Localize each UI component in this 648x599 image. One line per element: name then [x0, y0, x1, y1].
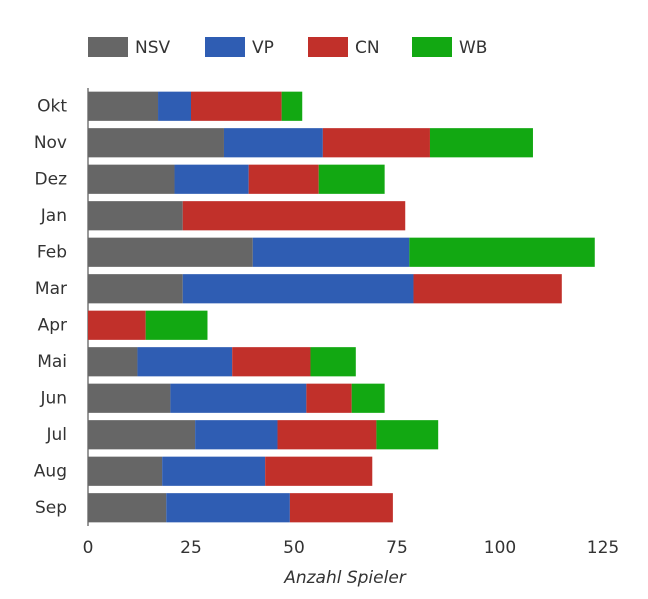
bar-segment — [88, 347, 138, 377]
bar-segment — [351, 383, 385, 413]
bar-segment — [182, 274, 414, 304]
legend-label: NSV — [135, 38, 171, 58]
bar-segment — [145, 310, 208, 340]
bar-segment — [88, 274, 183, 304]
bar-segment — [88, 201, 183, 231]
bar-segment — [277, 420, 377, 450]
bar-segment — [429, 128, 533, 158]
bar-segment — [318, 164, 385, 194]
bar-segment — [162, 456, 266, 486]
bar-segment — [252, 237, 410, 267]
bar-segment — [137, 347, 233, 377]
bar-segment — [281, 91, 303, 121]
bar-segment — [174, 164, 249, 194]
x-tick-label: 25 — [180, 538, 202, 558]
legend-label: CN — [355, 38, 380, 58]
bar-segment — [248, 164, 319, 194]
legend-label: WB — [459, 38, 487, 58]
y-tick-label: Aug — [34, 461, 67, 481]
y-tick-label: Okt — [37, 96, 67, 116]
bar-segment — [376, 420, 439, 450]
y-tick-label: Jun — [39, 388, 67, 408]
bar-segment — [413, 274, 562, 304]
bar-segment — [191, 91, 282, 121]
bar-segment — [232, 347, 311, 377]
y-tick-label: Jul — [45, 425, 67, 445]
legend-swatch — [88, 37, 128, 57]
legend-swatch — [308, 37, 348, 57]
y-tick-label: Feb — [37, 242, 67, 262]
y-tick-label: Sep — [35, 498, 67, 518]
x-tick-label: 50 — [283, 538, 305, 558]
legend-swatch — [412, 37, 452, 57]
y-tick-label: Apr — [38, 315, 67, 335]
bar-segment — [88, 310, 146, 340]
bar-segment — [158, 91, 191, 121]
bar-segment — [88, 128, 224, 158]
legend-label: VP — [252, 38, 274, 58]
bar-segment — [88, 383, 171, 413]
bar-segment — [310, 347, 356, 377]
y-tick-label: Mar — [35, 279, 67, 299]
bar-segment — [88, 493, 167, 523]
bar-segment — [306, 383, 352, 413]
x-tick-label: 100 — [484, 538, 516, 558]
bar-segment — [265, 456, 373, 486]
bar-segment — [170, 383, 307, 413]
bar-segment — [88, 237, 253, 267]
x-tick-label: 75 — [386, 538, 408, 558]
bar-segment — [409, 237, 595, 267]
y-tick-label: Nov — [34, 133, 67, 153]
y-tick-label: Dez — [35, 169, 68, 189]
x-tick-label: 125 — [587, 538, 619, 558]
y-tick-label: Mai — [37, 352, 67, 372]
bar-segment — [88, 456, 163, 486]
bar-segment — [289, 493, 393, 523]
bar-segment — [182, 201, 406, 231]
bar-segment — [88, 164, 175, 194]
x-axis-label: Anzahl Spieler — [283, 568, 407, 588]
bar-segment — [322, 128, 430, 158]
bar-segment — [195, 420, 278, 450]
legend-swatch — [205, 37, 245, 57]
y-tick-label: Jan — [40, 206, 67, 226]
bar-segment — [223, 128, 323, 158]
bar-segment — [88, 420, 196, 450]
bar-segment — [88, 91, 159, 121]
bar-segment — [166, 493, 290, 523]
x-tick-label: 0 — [83, 538, 94, 558]
